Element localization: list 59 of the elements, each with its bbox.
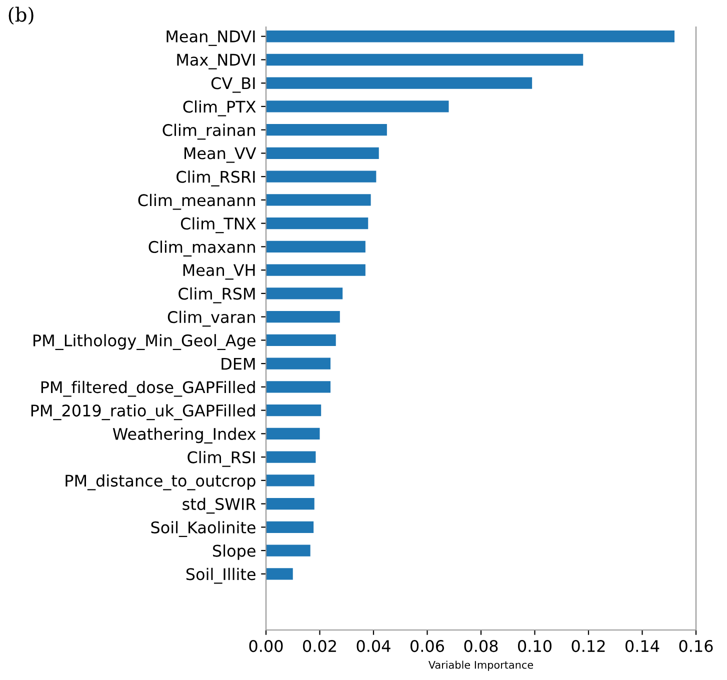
y-tick-label: PM_Lithology_Min_Geol_Age [34,334,256,350]
y-tick-label: Clim_TNX [180,217,256,234]
bar [266,404,322,416]
y-tick-label: Mean_NDVI [166,30,255,46]
y-tick-label: Slope [213,544,256,560]
bar [266,498,314,510]
y-tick-label: PM_distance_to_outcrop [66,474,256,490]
bar [266,264,366,276]
bar [266,474,314,486]
x-tick-label: 0.10 [518,640,552,652]
y-tick-label: Mean_VV [184,147,256,163]
bar [266,334,336,346]
bar [266,124,387,136]
y-tick-label: Clim_PTX [183,100,256,116]
y-tick-label: Clim_meanann [138,194,255,210]
bar [266,170,376,182]
x-tick-label: 0.00 [249,640,283,652]
bar [266,30,674,42]
y-tick-label: PM_2019_ratio_uk_GAPFilled [31,404,255,420]
bar [266,381,330,393]
x-tick-label: 0.16 [679,640,713,652]
y-tick-label: Clim_maxann [148,240,255,257]
bar [266,77,532,89]
y-tick-label: Clim_varan [168,310,255,327]
y-tick-label: CV_BI [211,77,255,93]
bar [266,147,379,160]
bar [266,451,316,463]
bar [266,358,330,370]
bar [266,54,584,66]
x-tick-label: 0.14 [626,640,660,652]
y-tick-label: PM_filtered_dose_GAPFilled [41,380,255,397]
y-tick-label: Clim_RSM [178,287,255,304]
bar [266,568,293,580]
bar [266,288,343,300]
x-tick-label: 0.06 [410,640,444,652]
x-tick-label: 0.04 [356,640,390,652]
x-tick-label: 0.08 [464,640,498,652]
x-tick-label: 0.02 [303,640,336,652]
y-tick-label: Mean_VH [183,264,255,280]
bar [266,310,340,323]
y-tick-label: Weathering_Index [112,428,256,444]
bar [266,544,310,556]
y-tick-label: Clim_rainan [162,124,255,140]
text: (b) [8,6,34,25]
bar [266,521,314,534]
x-tick-label: 0.12 [572,640,605,652]
y-tick-label: Max_NDVI [177,54,255,70]
y-tick-label: Soil_Kaolinite [151,521,256,537]
y-tick-label: std_SWIR [182,498,256,514]
y-tick-label: DEM [222,358,255,370]
bar [266,428,320,440]
y-tick-label: Clim_RSI [188,450,255,467]
y-tick-label: Soil_Illite [186,568,256,584]
bar [266,100,449,112]
y-tick-label: Clim_RSRI [176,170,255,186]
x-axis-title: Variable Importance [428,660,534,671]
bar [266,194,371,206]
bar [266,240,366,253]
bar [266,217,368,230]
